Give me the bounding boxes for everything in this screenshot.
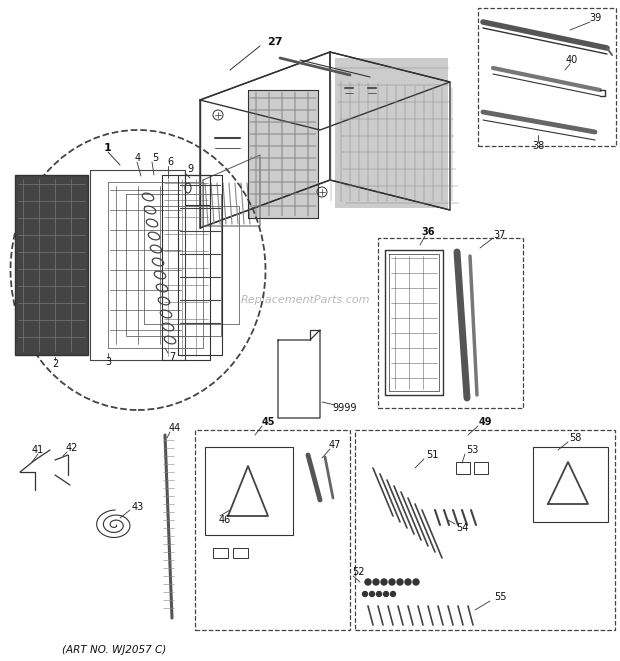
Text: 39: 39 (589, 13, 601, 23)
Text: 42: 42 (66, 443, 78, 453)
Circle shape (381, 579, 387, 585)
Bar (15, 175, 88, 355)
Text: 6: 6 (167, 157, 173, 167)
Text: 3: 3 (105, 357, 111, 367)
Circle shape (384, 592, 389, 596)
Circle shape (373, 579, 379, 585)
Circle shape (376, 592, 381, 596)
Circle shape (363, 592, 368, 596)
Text: 38: 38 (532, 141, 544, 151)
Circle shape (389, 579, 395, 585)
Text: 53: 53 (466, 445, 478, 455)
Circle shape (405, 579, 411, 585)
Text: 45: 45 (261, 417, 275, 427)
Text: 4: 4 (135, 153, 141, 163)
Text: 51: 51 (426, 450, 438, 460)
Bar (248, 90, 318, 218)
Text: 49: 49 (478, 417, 492, 427)
Circle shape (391, 592, 396, 596)
Text: 58: 58 (569, 433, 581, 443)
Text: 9: 9 (187, 164, 193, 174)
Text: 5: 5 (152, 153, 158, 163)
Text: (ART NO. WJ2057 C): (ART NO. WJ2057 C) (62, 645, 166, 655)
Text: 43: 43 (132, 502, 144, 512)
Text: 44: 44 (169, 423, 181, 433)
Text: 27: 27 (267, 37, 283, 47)
Text: 41: 41 (32, 445, 44, 455)
Bar (233, 548, 248, 558)
Bar (195, 430, 350, 630)
Bar (378, 238, 523, 408)
Bar (456, 462, 470, 474)
Text: 36: 36 (421, 227, 435, 237)
Bar (474, 462, 488, 474)
Circle shape (370, 592, 374, 596)
Bar (478, 8, 616, 146)
Text: ReplacementParts.com: ReplacementParts.com (241, 295, 370, 305)
Bar (213, 548, 228, 558)
Text: 9999: 9999 (333, 403, 357, 413)
Circle shape (397, 579, 403, 585)
Text: 40: 40 (566, 55, 578, 65)
Circle shape (413, 579, 419, 585)
Text: 46: 46 (219, 515, 231, 525)
Text: 54: 54 (456, 523, 468, 533)
Bar (205, 447, 293, 535)
Bar (335, 58, 448, 208)
Text: 55: 55 (494, 592, 507, 602)
Circle shape (365, 579, 371, 585)
Bar (355, 430, 615, 630)
Text: 1: 1 (104, 143, 112, 153)
Bar (533, 447, 608, 522)
Text: 2: 2 (52, 359, 58, 369)
Text: 37: 37 (494, 230, 506, 240)
Text: 47: 47 (329, 440, 341, 450)
Text: 7: 7 (169, 352, 175, 362)
Text: 52: 52 (352, 567, 365, 577)
